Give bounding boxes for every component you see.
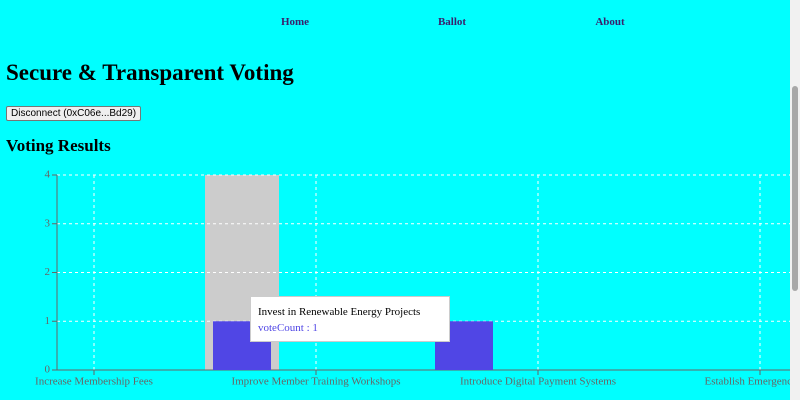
chart: 0 1 2 3 4 Increase Membership Fees Improve Mem… [35,169,791,388]
nav-link[interactable]: Home [280,16,310,28]
disconnect-button[interactable]: Disconnect (0xC06e...Bd29) [6,106,142,121]
x-tick-label: Increase Membership Fees [35,376,153,388]
nav-link[interactable]: Ballot [437,16,467,28]
x-tick-label: Introduce Digital Payment Systems [460,376,616,388]
page-title: Secure & Transparent Voting [6,60,294,85]
x-tick-label: Improve Member Training Workshops [231,376,400,388]
scrollbar[interactable] [790,0,800,400]
y-tick-label: 4 [45,169,51,181]
section-title: Voting Results [6,136,111,155]
y-tick-label: 3 [45,217,51,229]
y-tick-label: 2 [45,266,51,278]
tooltip: Invest in Renewable Energy Projects vote… [250,296,450,342]
tooltip-text: voteCount : 1 [258,322,318,334]
y-tick-label: 0 [45,364,51,376]
y-tick-label: 1 [45,315,51,327]
x-tick-label: Establish Emergency Fur [705,376,791,388]
scrollbar-thumb[interactable] [792,86,798,291]
tooltip-title: Invest in Renewable Energy Projects [258,306,421,318]
nav-link[interactable]: About [595,16,625,28]
